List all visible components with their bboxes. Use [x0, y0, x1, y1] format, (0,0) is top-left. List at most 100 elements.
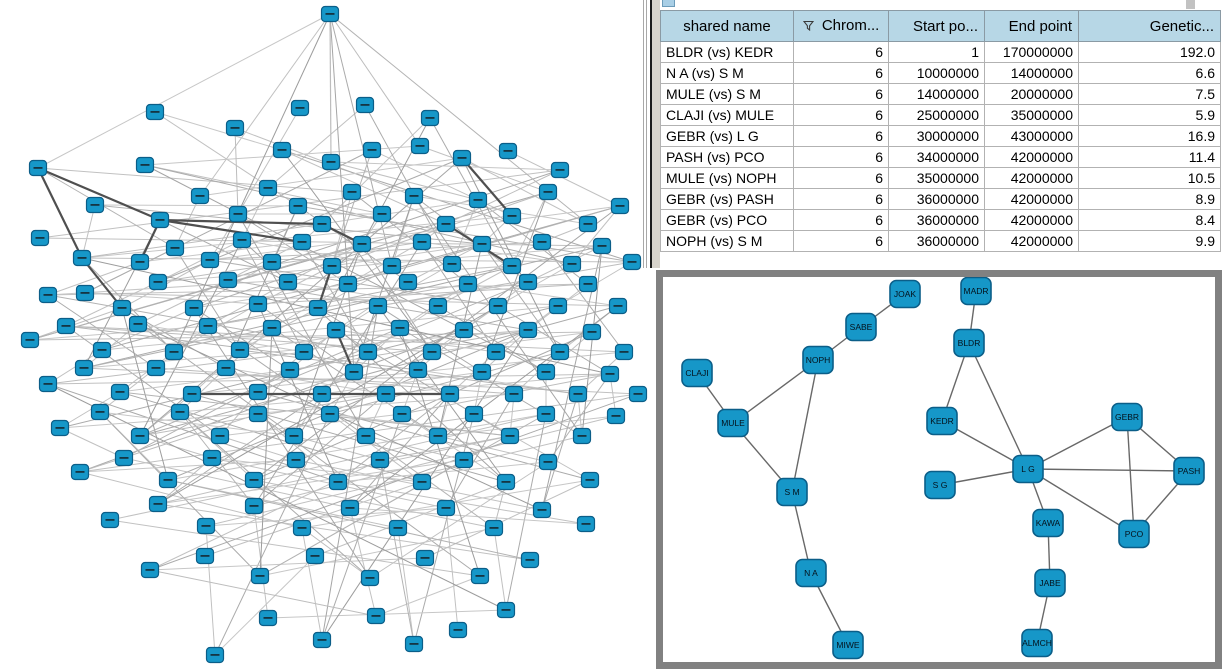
network-node[interactable] [572, 427, 592, 445]
cell-shared-name[interactable]: MULE (vs) S M [660, 83, 794, 105]
network-node[interactable] [320, 5, 340, 23]
network-node[interactable] [148, 495, 168, 513]
cell-end[interactable]: 42000000 [984, 146, 1079, 168]
table-row[interactable]: GEBR (vs) PASH 6 36000000 42000000 8.9 [660, 188, 1221, 210]
network-node[interactable] [320, 405, 340, 423]
network-node[interactable] [362, 141, 382, 159]
network-node[interactable] [248, 405, 268, 423]
cell-genetic[interactable]: 16.9 [1078, 125, 1221, 147]
node-almch[interactable]: ALMCH [1021, 628, 1053, 658]
network-node[interactable] [72, 249, 92, 267]
network-node[interactable] [382, 257, 402, 275]
network-node[interactable] [280, 361, 300, 379]
table-row[interactable]: PASH (vs) PCO 6 34000000 42000000 11.4 [660, 146, 1221, 168]
network-node[interactable] [592, 237, 612, 255]
cell-chromosome[interactable]: 6 [793, 209, 889, 231]
network-node[interactable] [312, 385, 332, 403]
network-node[interactable] [468, 191, 488, 209]
network-node[interactable] [140, 561, 160, 579]
network-node[interactable] [38, 375, 58, 393]
network-node[interactable] [292, 519, 312, 537]
network-node[interactable] [210, 427, 230, 445]
cell-shared-name[interactable]: N A (vs) S M [660, 62, 794, 84]
cell-genetic[interactable]: 8.4 [1078, 209, 1221, 231]
network-node[interactable] [28, 159, 48, 177]
network-node[interactable] [410, 137, 430, 155]
network-node[interactable] [228, 205, 248, 223]
network-node[interactable] [182, 385, 202, 403]
network-node[interactable] [244, 497, 264, 515]
filter-icon[interactable] [802, 18, 814, 35]
network-node[interactable] [258, 179, 278, 197]
cell-genetic[interactable]: 10.5 [1078, 167, 1221, 189]
network-node[interactable] [472, 235, 492, 253]
column-header-shared-name[interactable]: shared name [660, 10, 794, 42]
cell-start[interactable]: 36000000 [888, 209, 985, 231]
network-node[interactable] [135, 156, 155, 174]
network-edge[interactable] [1027, 468, 1190, 472]
network-node[interactable] [286, 451, 306, 469]
table-row[interactable]: CLAJI (vs) MULE 6 25000000 35000000 5.9 [660, 104, 1221, 126]
network-node[interactable] [562, 255, 582, 273]
cell-start[interactable]: 10000000 [888, 62, 985, 84]
scrollbar-thumb-fragment[interactable] [1186, 0, 1195, 9]
network-node[interactable] [250, 567, 270, 585]
network-node[interactable] [538, 453, 558, 471]
cell-shared-name[interactable]: MULE (vs) NOPH [660, 167, 794, 189]
cell-start[interactable]: 1 [888, 41, 985, 63]
network-node[interactable] [496, 473, 516, 491]
column-header-genetic[interactable]: Genetic... [1078, 10, 1221, 42]
cell-shared-name[interactable]: GEBR (vs) PCO [660, 209, 794, 231]
network-node[interactable] [568, 385, 588, 403]
node-mule[interactable]: MULE [717, 408, 749, 438]
network-node[interactable] [340, 499, 360, 517]
network-node[interactable] [290, 99, 310, 117]
network-node[interactable] [165, 239, 185, 257]
cell-start[interactable]: 36000000 [888, 188, 985, 210]
network-node[interactable] [518, 273, 538, 291]
network-node[interactable] [448, 621, 468, 639]
cell-chromosome[interactable]: 6 [793, 62, 889, 84]
network-node[interactable] [376, 385, 396, 403]
network-node[interactable] [248, 383, 268, 401]
network-node[interactable] [472, 363, 492, 381]
network-node[interactable] [442, 255, 462, 273]
network-node[interactable] [608, 297, 628, 315]
network-node[interactable] [358, 343, 378, 361]
table-row[interactable]: GEBR (vs) PCO 6 36000000 42000000 8.4 [660, 209, 1221, 231]
column-header-start-point[interactable]: Start po... [888, 10, 985, 42]
network-node[interactable] [368, 297, 388, 315]
network-node[interactable] [420, 109, 440, 127]
network-node[interactable] [484, 519, 504, 537]
network-node[interactable] [262, 253, 282, 271]
network-node[interactable] [230, 341, 250, 359]
network-node[interactable] [606, 407, 626, 425]
node-madr[interactable]: MADR [960, 277, 992, 306]
network-node[interactable] [550, 343, 570, 361]
network-node[interactable] [216, 359, 236, 377]
network-node[interactable] [308, 299, 328, 317]
cell-start[interactable]: 14000000 [888, 83, 985, 105]
column-header-chromosome[interactable]: Chrom... [793, 10, 889, 42]
node-joak[interactable]: JOAK [889, 279, 921, 309]
network-node[interactable] [532, 501, 552, 519]
network-node[interactable] [272, 141, 292, 159]
cell-genetic[interactable]: 7.5 [1078, 83, 1221, 105]
network-node[interactable] [232, 231, 252, 249]
network-node[interactable] [184, 299, 204, 317]
network-node[interactable] [404, 635, 424, 653]
cell-genetic[interactable]: 11.4 [1078, 146, 1221, 168]
network-node[interactable] [200, 251, 220, 269]
network-node[interactable] [195, 547, 215, 565]
network-node[interactable] [56, 317, 76, 335]
network-node[interactable] [412, 473, 432, 491]
network-node[interactable] [225, 119, 245, 137]
network-node[interactable] [312, 631, 332, 649]
cell-start[interactable]: 36000000 [888, 230, 985, 252]
network-node[interactable] [436, 215, 456, 233]
network-node[interactable] [326, 321, 346, 339]
column-header-end-point[interactable]: End point [984, 10, 1079, 42]
network-node[interactable] [130, 427, 150, 445]
network-node[interactable] [504, 385, 524, 403]
network-node[interactable] [30, 229, 50, 247]
